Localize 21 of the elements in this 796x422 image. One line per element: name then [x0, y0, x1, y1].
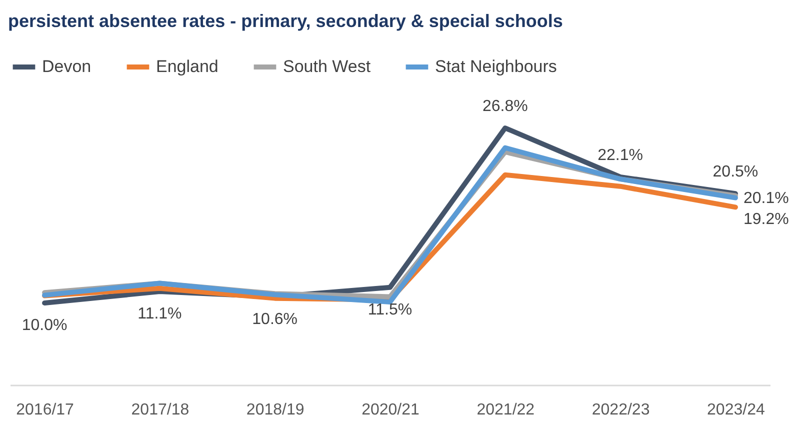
- x-tick-label: 2023/24: [707, 402, 765, 418]
- data-label: 11.5%: [368, 301, 412, 318]
- x-tick-label: 2021/22: [476, 402, 535, 418]
- chart-title: persistent absentee rates - primary, secondary & special schools: [8, 11, 563, 31]
- legend-label: England: [156, 57, 218, 76]
- x-tick-label: 2022/23: [592, 402, 650, 418]
- data-label: 11.1%: [138, 306, 182, 323]
- data-label: 10.0%: [22, 317, 68, 334]
- legend-label: South West: [283, 57, 371, 76]
- data-label: 20.1%: [743, 190, 789, 207]
- data-label: 10.6%: [252, 310, 298, 328]
- x-tick-label: 2020/21: [362, 402, 420, 418]
- x-tick-label: 2017/18: [131, 402, 190, 418]
- data-label: 22.1%: [598, 146, 643, 164]
- data-label: 26.8%: [482, 98, 528, 115]
- x-tick-label: 2018/19: [246, 402, 304, 418]
- data-label: 20.5%: [712, 164, 758, 181]
- legend-label: Devon: [42, 57, 92, 76]
- x-tick-label: 2016/17: [16, 402, 74, 418]
- legend-label: Stat Neighbours: [435, 57, 557, 76]
- data-label: 19.2%: [743, 211, 789, 228]
